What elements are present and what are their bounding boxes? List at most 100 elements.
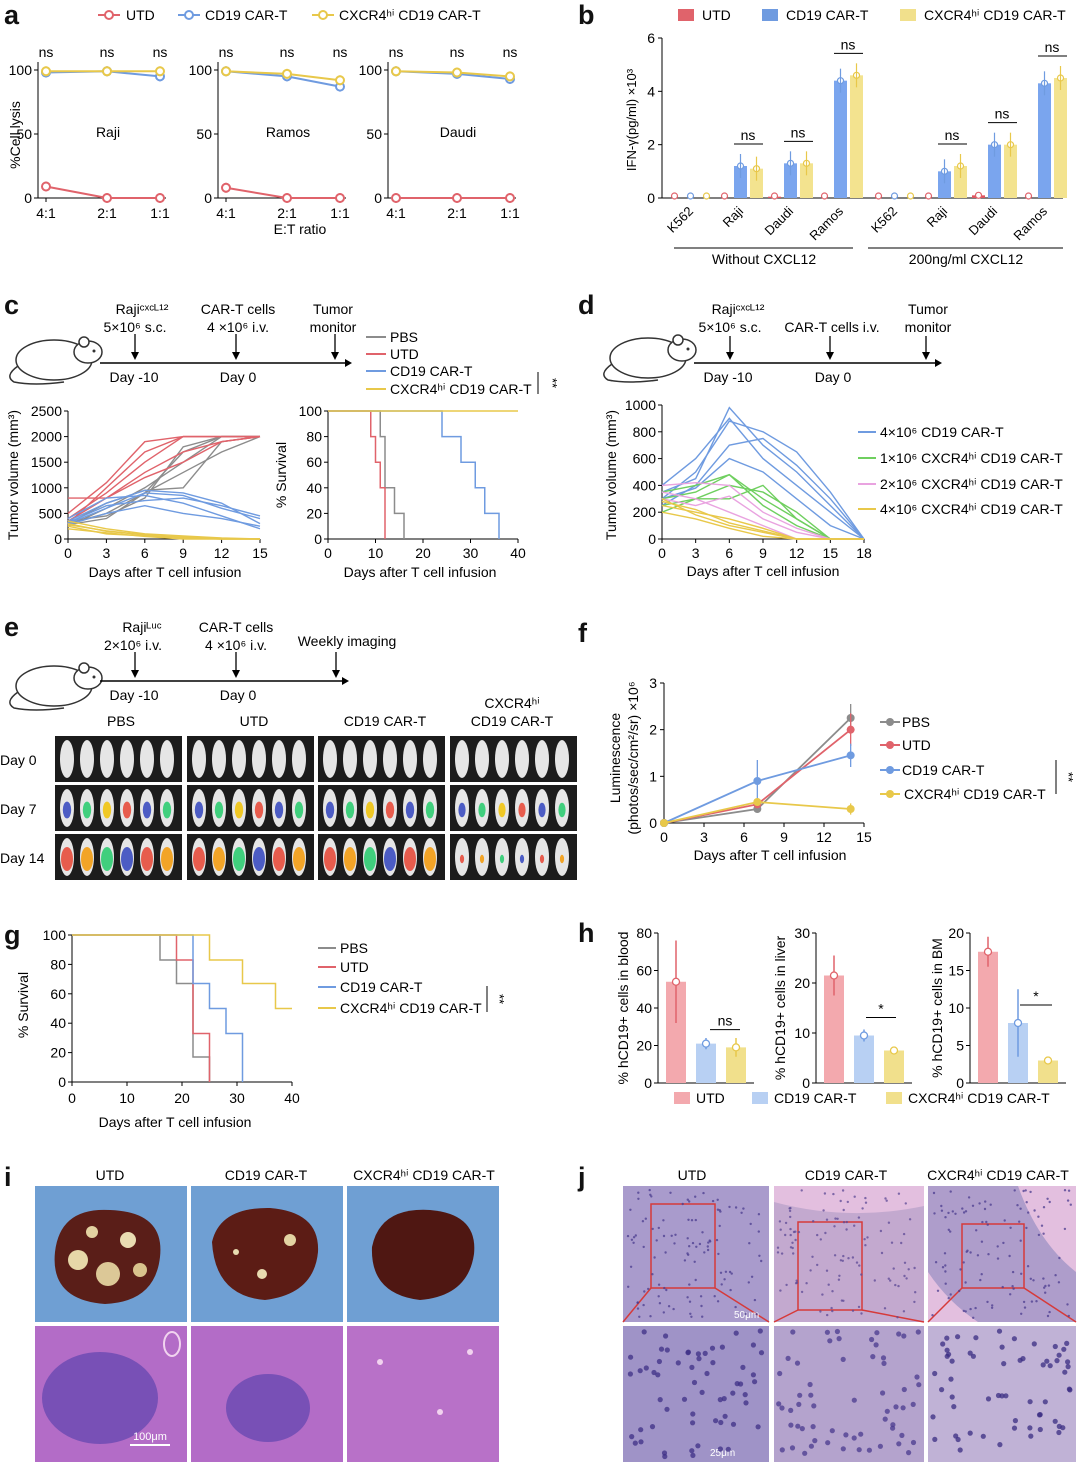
panel-b-group1: Without CXCL12 [712,251,816,267]
mouse-silhouette [80,740,94,778]
nucleus [851,1435,857,1441]
tumor-line-8 [67,435,260,514]
tumor-line-12 [661,504,864,540]
nucleus [758,1254,761,1257]
y-tick-label: 5 [956,1038,964,1054]
nucleus [1048,1310,1051,1314]
y-tick-label: 6 [647,30,655,46]
nucleus [1065,1359,1071,1365]
legend-a-cd19: CD19 CAR-T [205,7,288,23]
data-point [221,66,231,77]
nucleus [685,1350,691,1356]
panel-i-scale: 100μm [133,1431,167,1443]
nucleus [716,1208,720,1211]
luminescence-spot [293,847,305,871]
legend-c-2: CD19 CAR-T [390,363,473,379]
x-tick-label: 20 [415,545,431,561]
nucleus [1054,1358,1060,1364]
mouse-silhouette [160,740,174,778]
nucleus [734,1206,738,1209]
nucleus [881,1360,887,1366]
luminescence-spot [142,801,152,819]
nucleus [949,1293,952,1296]
y-tick-label: 40 [50,1015,66,1031]
panel-c-event1-l2: 5×10⁶ s.c. [104,319,167,335]
tumor-line-6 [67,435,260,520]
nucleus [742,1207,745,1210]
nucleus [1011,1336,1017,1342]
nucleus [996,1245,999,1248]
tumor-line-15 [661,500,864,540]
nucleus [857,1305,861,1309]
bar-point [1024,192,1033,200]
nucleus [1027,1211,1030,1214]
nucleus [832,1192,835,1196]
nucleus [720,1283,723,1286]
nucleus [841,1189,845,1192]
panel-d-xlabel: Days after T cell infusion [687,563,840,579]
nucleus [642,1245,645,1249]
nucleus [811,1255,814,1258]
category-label: Ramos [1010,203,1050,243]
y-tick-label: 80 [50,956,66,972]
nucleus [794,1238,797,1242]
data-point [155,193,165,203]
nucleus [837,1278,841,1281]
ns-label: ns [280,44,295,60]
y-tick-label: 200 [633,504,657,520]
nucleus [936,1289,940,1292]
bar-point [670,192,679,200]
luminescence-spot [233,847,245,871]
nucleus [694,1218,697,1222]
nucleus [1020,1356,1026,1362]
legend-g-2: CD19 CAR-T [340,979,423,995]
panel-e-event3-l1: Weekly imaging [298,633,397,649]
tumor-line-7 [661,473,864,540]
nucleus [707,1241,710,1244]
y-tick-label: 10 [948,1000,964,1016]
nucleus [665,1288,668,1292]
y-tick-label: 50 [16,126,32,142]
nucleus [663,1333,669,1339]
x-tick-label: 2:1 [447,205,467,221]
nucleus [1008,1254,1011,1258]
legend-a-utd: UTD [126,7,155,23]
nucleus [943,1252,947,1255]
bar [954,166,967,198]
nucleus [1002,1241,1005,1245]
nucleus [675,1360,681,1366]
lum-point [660,819,668,827]
legend-g-1: UTD [340,959,369,975]
nucleus [788,1422,794,1428]
nucleus [873,1342,879,1348]
nucleus [626,1234,630,1238]
nucleus [884,1408,890,1414]
ns-label: ns [741,127,756,143]
y-tick-label: 100 [359,62,383,78]
mouse-silhouette [120,740,134,778]
nucleus [1048,1200,1051,1204]
y-tick-label: 40 [306,480,322,496]
bar-point [974,191,983,199]
bar-point [770,192,779,200]
nucleus [1011,1425,1018,1431]
nucleus [985,1220,988,1224]
mouse-silhouette [100,740,114,778]
nucleus [651,1273,654,1276]
nucleus [958,1289,961,1293]
nucleus [670,1234,673,1237]
x-tick-label: 9 [759,545,767,561]
nucleus [855,1261,859,1264]
y-tick-label: 15 [948,963,964,979]
nucleus [882,1416,888,1422]
nucleus [842,1299,845,1302]
nucleus [939,1387,945,1393]
nucleus [1028,1433,1034,1439]
nucleus [893,1404,899,1410]
nucleus [1013,1189,1016,1192]
ns-label: ns [153,44,168,60]
nucleus [628,1354,634,1360]
legend-d-3: 4×10⁶ CXCR4ʰⁱ CD19 CAR-T [880,501,1063,517]
panel-j-col-2: CXCR4ʰⁱ CD19 CAR-T [927,1167,1069,1183]
nucleus [1025,1201,1028,1204]
